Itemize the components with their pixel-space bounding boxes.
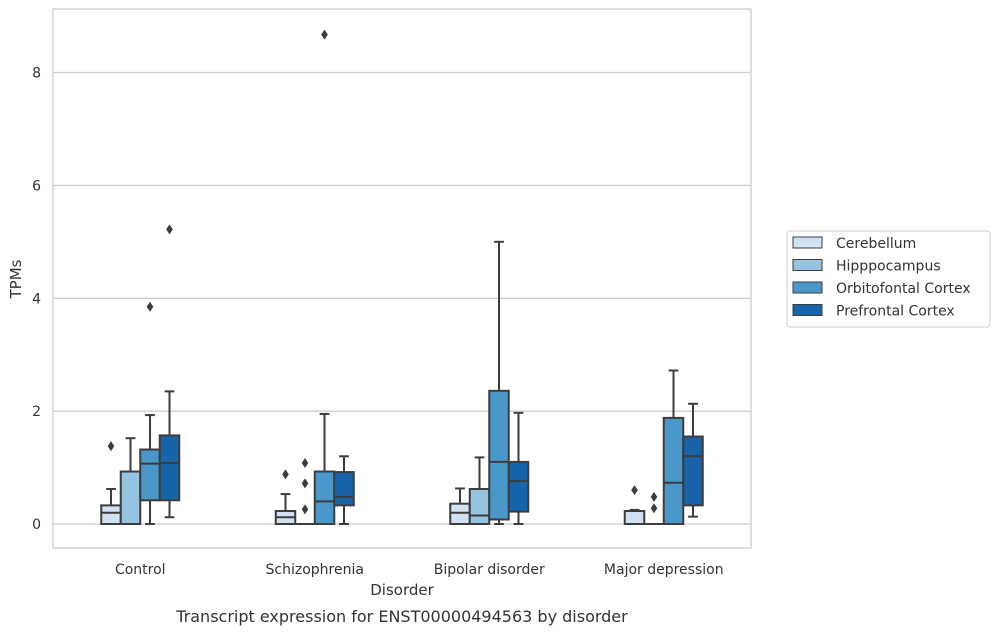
- legend-item: Hipppocampus: [792, 259, 941, 275]
- y-tick-label: 6: [32, 178, 41, 194]
- box-body: [333, 471, 355, 507]
- outlier-point: [301, 504, 309, 515]
- box-body: [119, 470, 142, 525]
- legend-swatch: [792, 236, 823, 249]
- chart-caption: Transcript expression for ENST0000049456…: [175, 607, 628, 626]
- box-prefrontal-cortex: [507, 411, 530, 525]
- box-plot-marks: [100, 29, 704, 526]
- outlier-point: [301, 478, 309, 489]
- legend-label: Cerebellum: [836, 236, 916, 252]
- box-prefrontal-cortex: [333, 455, 355, 525]
- box-body: [623, 510, 646, 526]
- legend-item: Cerebellum: [792, 236, 916, 252]
- box-body: [449, 502, 471, 525]
- box-cerebellum: [449, 487, 471, 525]
- legend-label: Prefrontal Cortex: [836, 304, 955, 320]
- x-tick-label: Schizophrenia: [266, 562, 364, 578]
- y-tick-label: 8: [32, 66, 41, 82]
- box-cerebellum: [100, 441, 122, 525]
- box-cerebellum: [623, 485, 646, 526]
- legend-item: Orbitofontal Cortex: [792, 281, 971, 297]
- legend-swatch: [792, 281, 823, 294]
- y-tick-labels: 0 2 4 6 8: [32, 66, 41, 534]
- box-prefrontal-cortex: [682, 402, 704, 518]
- box-hipppocampus: [295, 458, 315, 525]
- y-tick-label: 0: [32, 517, 41, 533]
- outlier-point: [146, 301, 154, 312]
- box-body: [100, 504, 122, 525]
- box-body: [507, 460, 530, 513]
- y-tick-label: 4: [32, 291, 41, 307]
- outlier-point: [301, 458, 309, 469]
- outlier-point: [166, 224, 173, 235]
- box-orbitofontal-cortex: [662, 369, 685, 525]
- box-body: [158, 434, 181, 502]
- box-hipppocampus: [119, 437, 142, 525]
- x-tick-label: Major depression: [604, 562, 724, 578]
- box-hipppocampus: [644, 491, 664, 525]
- box-orbitofontal-cortex: [139, 301, 161, 525]
- box-orbitofontal-cortex: [488, 240, 510, 525]
- x-tick-label: Control: [115, 562, 166, 578]
- box-body: [488, 389, 510, 521]
- legend-item: Prefrontal Cortex: [792, 304, 955, 320]
- y-tick-label: 2: [32, 404, 41, 420]
- legend-label: Hipppocampus: [836, 259, 941, 275]
- legend-label: Orbitofontal Cortex: [836, 281, 971, 297]
- box-body: [139, 448, 161, 502]
- box-prefrontal-cortex: [158, 224, 181, 519]
- legend: Cerebellum Hipppocampus Orbitofontal Corte…: [786, 230, 991, 328]
- outlier-point: [650, 503, 658, 514]
- outlier-point: [107, 441, 115, 452]
- box-body: [682, 435, 704, 507]
- legend-swatch: [792, 304, 823, 316]
- x-tick-labels: Control Schizophrenia Bipolar disorder Majo…: [115, 562, 724, 578]
- outlier-point: [631, 485, 638, 496]
- box-orbitofontal-cortex: [313, 29, 336, 525]
- box-body: [313, 470, 336, 525]
- legend-frame: [786, 230, 991, 328]
- legend-swatch: [792, 259, 823, 271]
- box-cerebellum: [274, 469, 297, 526]
- box-body: [468, 488, 491, 526]
- x-tick-label: Bipolar disorder: [434, 562, 545, 578]
- box-body: [662, 416, 685, 525]
- plot-frame: [52, 8, 752, 549]
- y-axis-label: TPMs: [7, 259, 25, 299]
- box-hipppocampus: [468, 456, 491, 526]
- outlier-point: [282, 469, 289, 480]
- outlier-point: [321, 29, 328, 40]
- x-axis-label: Disorder: [370, 581, 434, 599]
- outlier-point: [650, 491, 658, 502]
